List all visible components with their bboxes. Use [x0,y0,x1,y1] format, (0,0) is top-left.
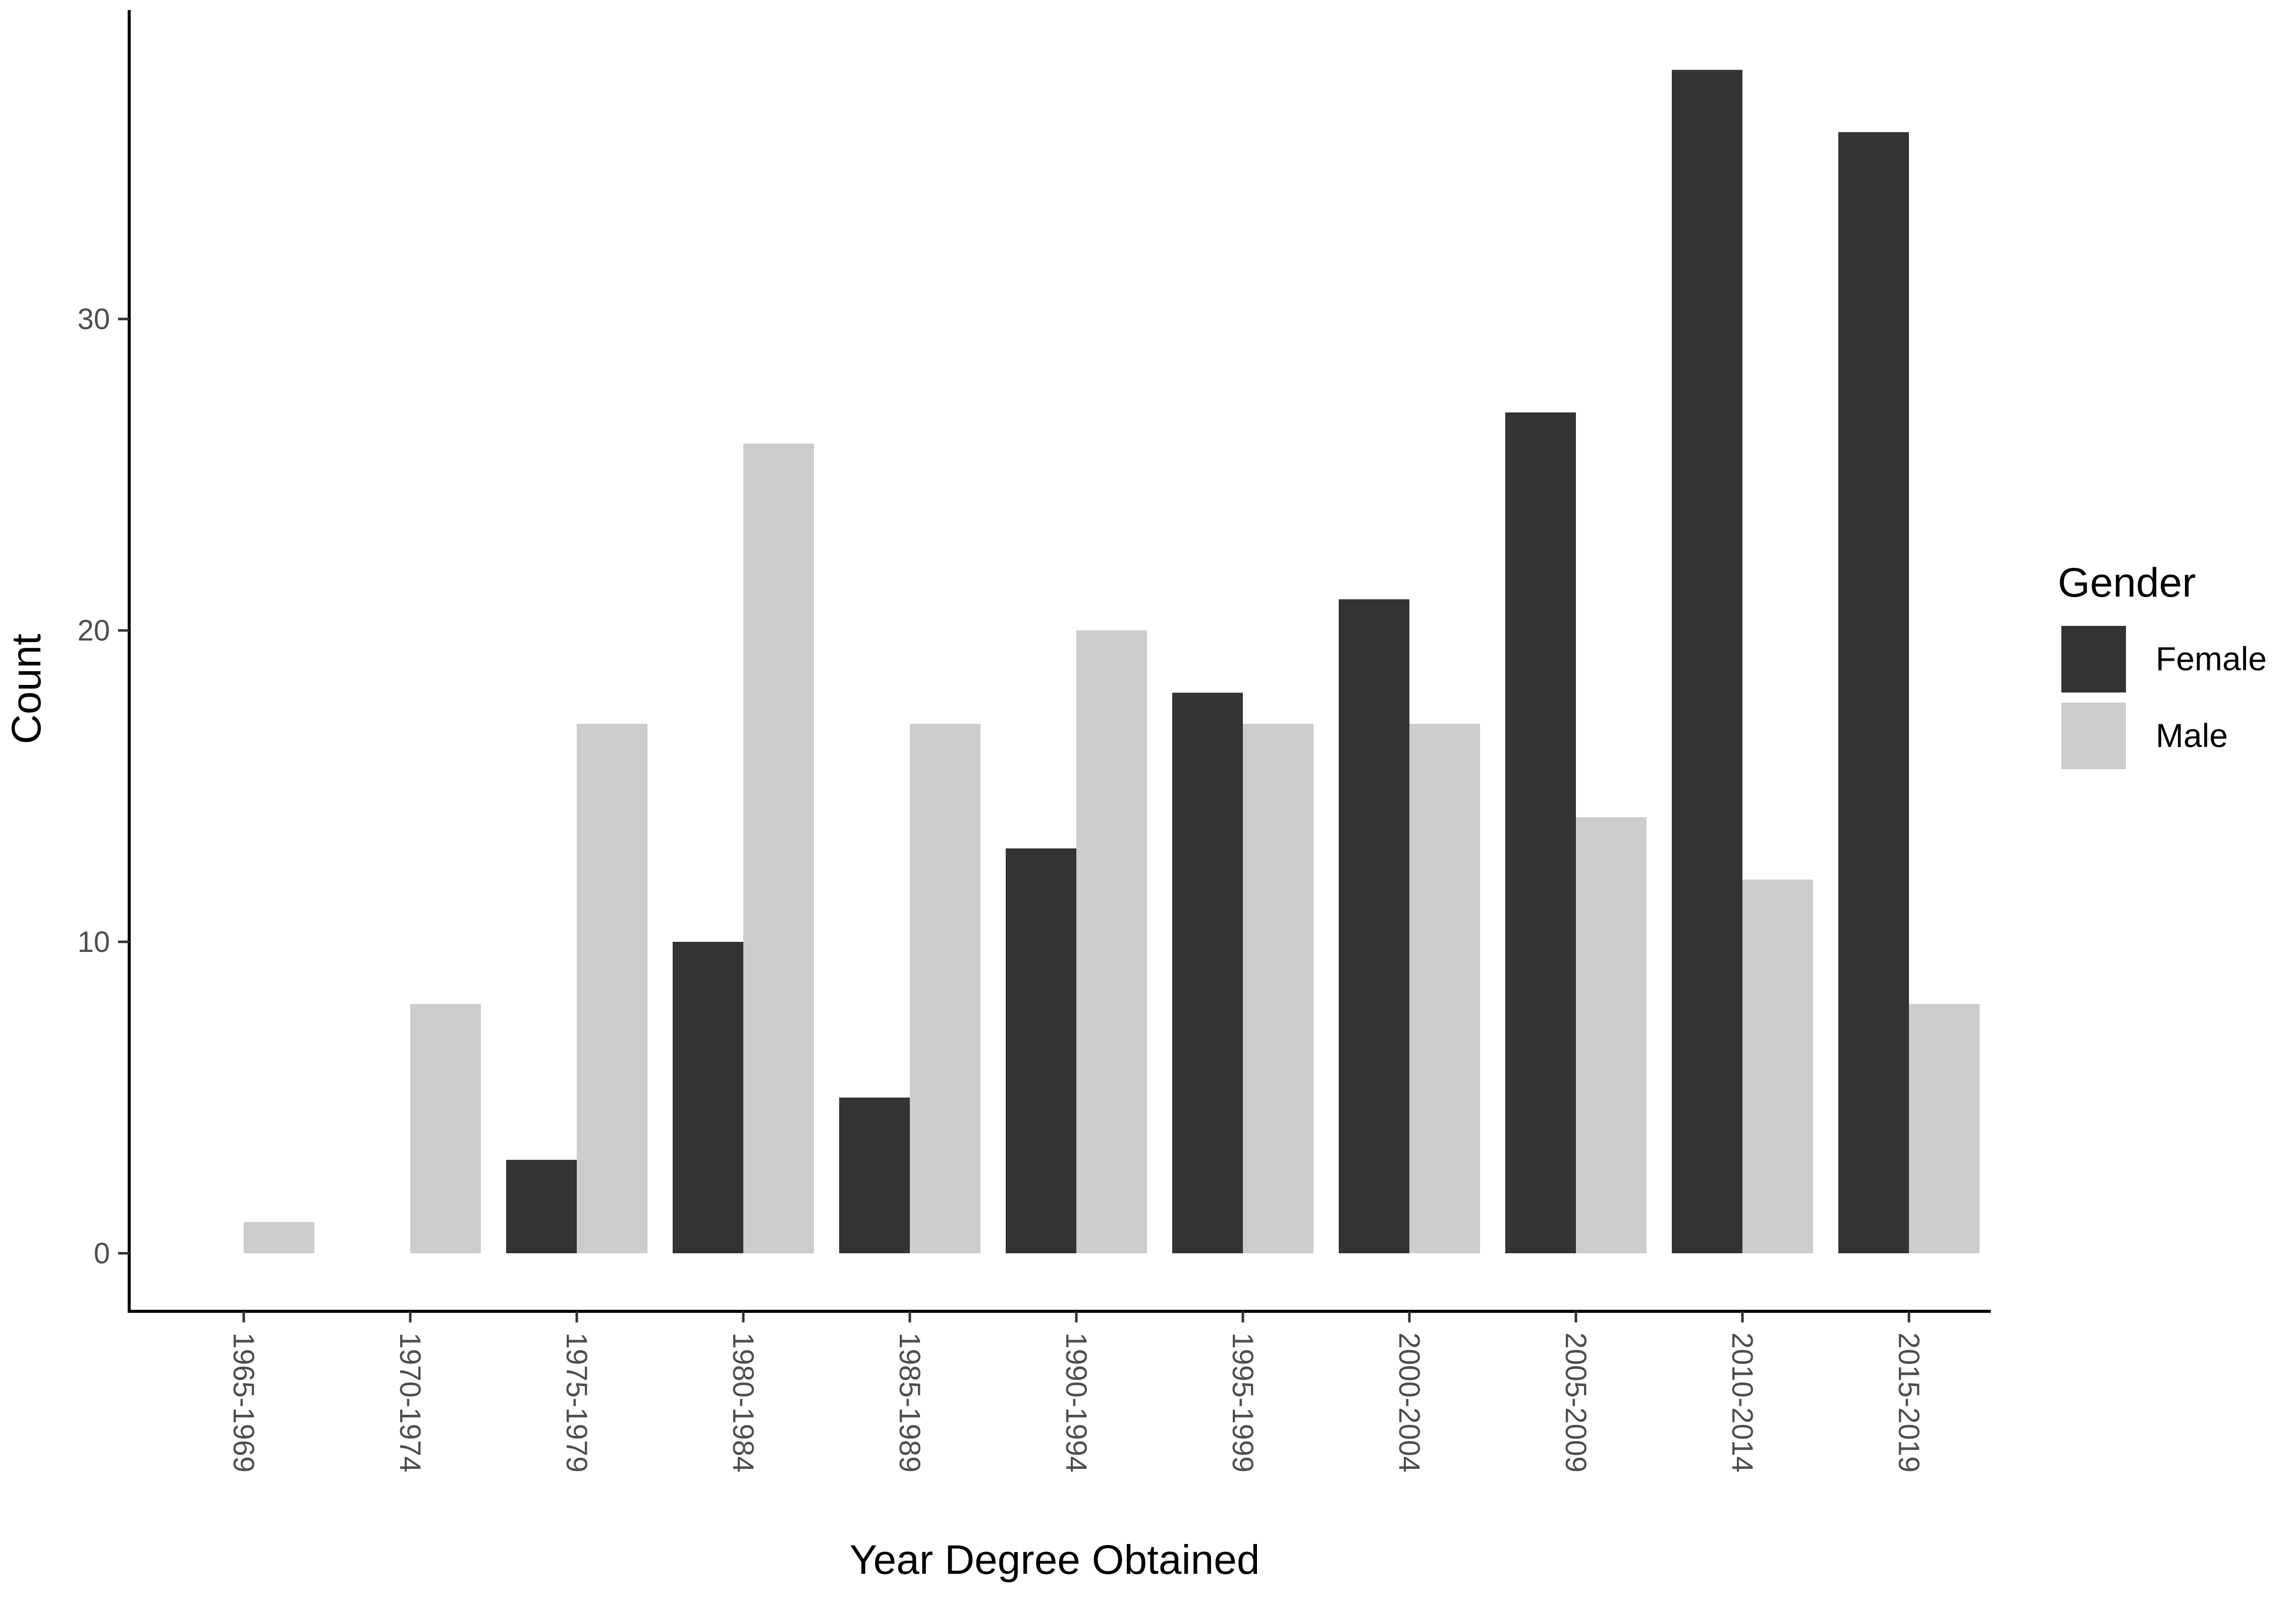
bar-male-2005-2009 [1576,817,1647,1253]
legend-label-male: Male [2156,717,2228,754]
bar-male-2000-2004 [1409,724,1480,1253]
y-tick-label-30: 30 [77,303,110,336]
x-axis-title: Year Degree Obtained [850,1537,1260,1583]
axes-layer [128,10,1991,1313]
bar-female-2000-2004 [1339,599,1409,1253]
y-tick-label-10: 10 [77,926,110,958]
bar-female-1980-1984 [673,942,743,1253]
x-tick-label-2010-2014: 2010-2014 [1726,1333,1759,1472]
x-tick-label-2000-2004: 2000-2004 [1393,1333,1426,1472]
legend-items: Female Male [2061,626,2267,769]
x-ticks: 1965-1969 1970-1974 1975-1979 1980-1984 1985… [227,1311,1925,1472]
bar-male-2010-2014 [1742,879,1813,1253]
bar-female-1990-1994 [1006,848,1076,1253]
x-tick-label-1990-1994: 1990-1994 [1060,1333,1092,1472]
bar-female-2005-2009 [1505,412,1576,1253]
x-tick-label-1965-1969: 1965-1969 [227,1333,260,1472]
bar-male-1965-1969 [244,1222,314,1253]
x-tick-label-1980-1984: 1980-1984 [727,1333,759,1472]
legend-key-female [2061,626,2126,693]
legend-label-female: Female [2156,640,2267,677]
x-tick-label-1970-1974: 1970-1974 [394,1333,426,1472]
bar-female-1995-1999 [1172,693,1243,1253]
bar-male-1985-1989 [910,724,980,1253]
legend-key-male [2061,703,2126,769]
bar-male-2015-2019 [1909,1004,1980,1253]
bar-female-1975-1979 [506,1159,577,1253]
x-tick-label-2015-2019: 2015-2019 [1892,1333,1925,1472]
bar-male-1995-1999 [1243,724,1314,1253]
bar-male-1975-1979 [577,724,647,1253]
x-tick-label-1985-1989: 1985-1989 [893,1333,926,1472]
y-tick-label-20: 20 [77,614,110,647]
legend: Gender Female Male [2058,560,2267,769]
bar-male-1970-1974 [410,1004,481,1253]
bar-female-2015-2019 [1838,132,1909,1253]
legend-title: Gender [2058,560,2196,606]
x-tick-label-2005-2009: 2005-2009 [1559,1333,1592,1472]
x-tick-label-1995-1999: 1995-1999 [1226,1333,1259,1472]
bar-female-2010-2014 [1672,70,1742,1254]
y-ticks: 0 10 20 30 [77,303,129,1270]
bars-layer [244,70,1980,1254]
y-tick-label-0: 0 [94,1237,110,1270]
bar-male-1980-1984 [743,443,814,1253]
y-axis-title: Count [4,633,49,744]
bar-female-1985-1989 [839,1097,910,1253]
x-tick-label-1975-1979: 1975-1979 [560,1333,593,1472]
bar-male-1990-1994 [1076,630,1147,1253]
